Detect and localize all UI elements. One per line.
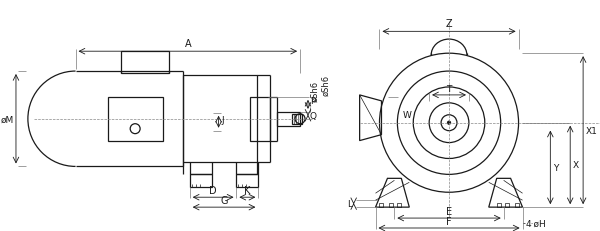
Text: W: W [403,111,412,120]
Text: X: X [573,161,580,170]
Bar [277,112,300,126]
Text: D: D [209,185,217,195]
Bar [397,203,401,207]
Text: E: E [446,206,452,216]
Bar [292,114,302,124]
Bar [389,203,394,207]
Text: K: K [244,185,251,195]
Bar [250,97,270,141]
Bar [515,203,518,207]
Text: F: F [446,216,452,226]
Text: øM: øM [1,115,14,124]
Bar [109,97,163,141]
Text: Z: Z [446,19,452,29]
Text: A: A [184,39,191,49]
Bar [190,175,212,188]
Bar [505,203,509,207]
Text: J: J [221,116,224,125]
Text: øSh6: øSh6 [310,81,319,102]
Text: 4·øH: 4·øH [526,219,546,228]
Text: Y: Y [553,163,559,172]
Text: X1: X1 [586,126,598,135]
Bar [183,76,257,163]
Text: G: G [220,195,228,205]
Text: L: L [347,199,352,208]
Text: P: P [310,97,316,105]
Text: øSh6: øSh6 [321,74,330,95]
Text: Q: Q [310,111,317,120]
Text: T: T [446,85,452,94]
Bar [236,175,259,188]
Bar [379,203,383,207]
Circle shape [448,122,451,125]
Bar [497,203,500,207]
Bar [121,52,169,74]
